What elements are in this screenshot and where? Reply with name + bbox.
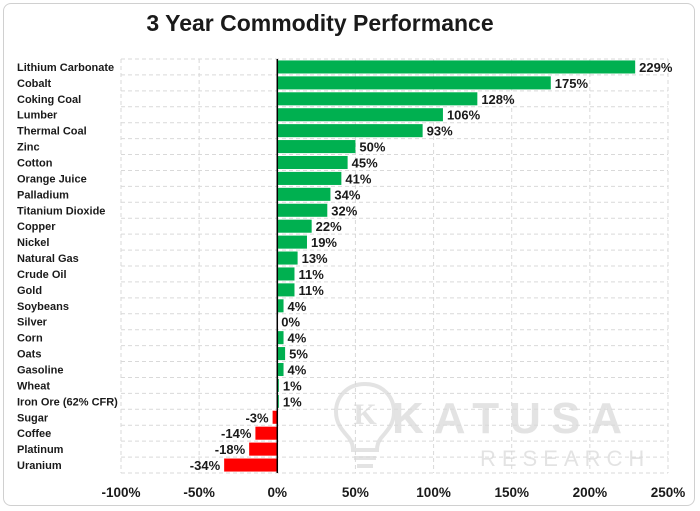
bar bbox=[277, 108, 443, 122]
bar bbox=[277, 378, 279, 392]
bar bbox=[277, 124, 423, 138]
value-label: -14% bbox=[221, 426, 252, 441]
category-label: Cobalt bbox=[17, 78, 52, 90]
value-label: 229% bbox=[639, 60, 673, 75]
value-label: 11% bbox=[298, 283, 324, 298]
bar bbox=[277, 92, 478, 106]
value-label: 41% bbox=[345, 171, 371, 186]
bar bbox=[255, 426, 278, 440]
bar bbox=[277, 76, 551, 90]
bar bbox=[277, 60, 636, 74]
value-label: 175% bbox=[555, 76, 589, 91]
tick-labels: -100% -50% 0% 50% 100% 150% 200% 250% bbox=[101, 485, 685, 500]
x-tick-label: 100% bbox=[416, 485, 451, 500]
bar bbox=[277, 331, 284, 345]
value-label: 4% bbox=[288, 363, 307, 378]
x-tick-label: -100% bbox=[101, 485, 140, 500]
bar bbox=[277, 347, 286, 361]
category-label: Wheat bbox=[17, 380, 50, 392]
bar bbox=[277, 267, 295, 281]
category-label: Cotton bbox=[17, 158, 53, 170]
category-label: Corn bbox=[17, 333, 43, 345]
category-label: Coking Coal bbox=[17, 94, 81, 106]
value-label: 11% bbox=[298, 267, 324, 282]
value-label: 5% bbox=[289, 347, 308, 362]
value-label: 128% bbox=[481, 92, 515, 107]
bar bbox=[224, 458, 278, 472]
category-label: Soybeans bbox=[17, 301, 69, 313]
bar bbox=[277, 394, 279, 408]
bar bbox=[272, 410, 278, 424]
bars bbox=[224, 60, 636, 472]
bar bbox=[277, 235, 307, 249]
x-tick-label: 50% bbox=[342, 485, 369, 500]
bar bbox=[277, 219, 312, 233]
category-label: Uranium bbox=[17, 460, 62, 472]
bar bbox=[277, 203, 328, 217]
category-label: Gasoline bbox=[17, 365, 63, 377]
value-label: 1% bbox=[283, 394, 302, 409]
value-label: 22% bbox=[316, 219, 342, 234]
value-label: 93% bbox=[427, 124, 453, 139]
bar bbox=[277, 140, 356, 154]
category-label: Palladium bbox=[17, 189, 69, 201]
category-label: Thermal Coal bbox=[17, 126, 87, 138]
chart-title: 3 Year Commodity Performance bbox=[146, 10, 494, 36]
category-label: Iron Ore (62% CFR) bbox=[17, 396, 118, 408]
value-labels: 229% 175% 128%106%93% 50%45%41%34%32%22%19%… bbox=[190, 60, 673, 473]
bar bbox=[249, 442, 278, 456]
value-label: 34% bbox=[334, 187, 360, 202]
value-label: 19% bbox=[311, 235, 337, 250]
category-label: Natural Gas bbox=[17, 253, 79, 265]
value-label: 13% bbox=[302, 251, 328, 266]
value-label: 1% bbox=[283, 378, 302, 393]
category-label: Sugar bbox=[17, 412, 49, 424]
category-label: Gold bbox=[17, 285, 42, 297]
x-tick-label: 250% bbox=[651, 485, 686, 500]
category-label: Zinc bbox=[17, 142, 40, 154]
bar bbox=[277, 171, 342, 185]
value-label: -3% bbox=[245, 410, 269, 425]
category-label: Lithium Carbonate bbox=[17, 62, 114, 74]
x-tick-label: 0% bbox=[268, 485, 288, 500]
value-label: 32% bbox=[331, 203, 357, 218]
category-label: Orange Juice bbox=[17, 173, 87, 185]
bar bbox=[277, 283, 295, 297]
category-labels: Lithium Carbonate Cobalt Coking Coal Lumber… bbox=[17, 62, 118, 472]
bar bbox=[277, 299, 284, 313]
category-label: Silver bbox=[17, 317, 48, 329]
value-label: -18% bbox=[215, 442, 246, 457]
bar bbox=[277, 187, 331, 201]
bar bbox=[277, 362, 284, 377]
category-label: Crude Oil bbox=[17, 269, 67, 281]
category-label: Nickel bbox=[17, 237, 49, 249]
x-tick-label: 200% bbox=[573, 485, 608, 500]
bar bbox=[277, 251, 298, 265]
category-label: Coffee bbox=[17, 428, 51, 440]
x-tick-label: -50% bbox=[183, 485, 215, 500]
value-label: 106% bbox=[447, 108, 481, 123]
watermark-brand: KATUSA bbox=[392, 394, 633, 443]
value-label: 4% bbox=[288, 299, 307, 314]
value-label: 4% bbox=[288, 331, 307, 346]
value-label: 0% bbox=[281, 315, 300, 330]
grid-lines bbox=[120, 58, 669, 474]
katusa-watermark: K KATUSA RESEARCH bbox=[330, 378, 670, 473]
category-label: Oats bbox=[17, 349, 41, 361]
bar bbox=[277, 155, 348, 170]
value-label: 45% bbox=[352, 156, 378, 171]
value-label: -34% bbox=[190, 458, 221, 473]
x-tick-label: 150% bbox=[494, 485, 529, 500]
category-label: Platinum bbox=[17, 444, 64, 456]
category-label: Copper bbox=[17, 221, 56, 233]
watermark-sub: RESEARCH bbox=[480, 446, 651, 471]
category-label: Titanium Dioxide bbox=[17, 205, 105, 217]
value-label: 50% bbox=[359, 140, 385, 155]
category-label: Lumber bbox=[17, 110, 58, 122]
